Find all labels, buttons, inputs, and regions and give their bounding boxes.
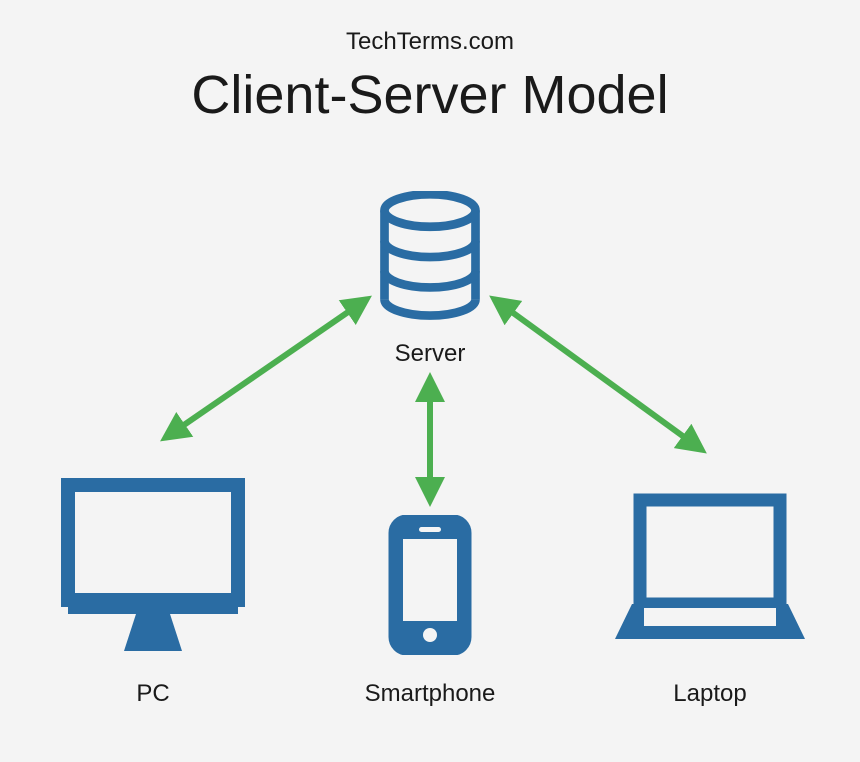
diagram-canvas: TechTerms.com Client-Server Model Server (0, 0, 860, 762)
database-icon (375, 191, 485, 321)
server-node (375, 191, 485, 326)
edge-server-laptop (494, 299, 702, 450)
smartphone-node (385, 515, 475, 660)
header-title: Client-Server Model (0, 64, 860, 126)
pc-label: PC (33, 680, 273, 708)
laptop-node (610, 485, 810, 660)
pc-node (58, 465, 248, 660)
desktop-icon (58, 465, 248, 655)
edge-server-pc (165, 299, 367, 438)
smartphone-icon (385, 515, 475, 655)
laptop-label: Laptop (590, 680, 830, 708)
server-label: Server (310, 340, 550, 368)
smartphone-label: Smartphone (310, 680, 550, 708)
laptop-icon (610, 485, 810, 655)
header-subtitle: TechTerms.com (0, 28, 860, 56)
